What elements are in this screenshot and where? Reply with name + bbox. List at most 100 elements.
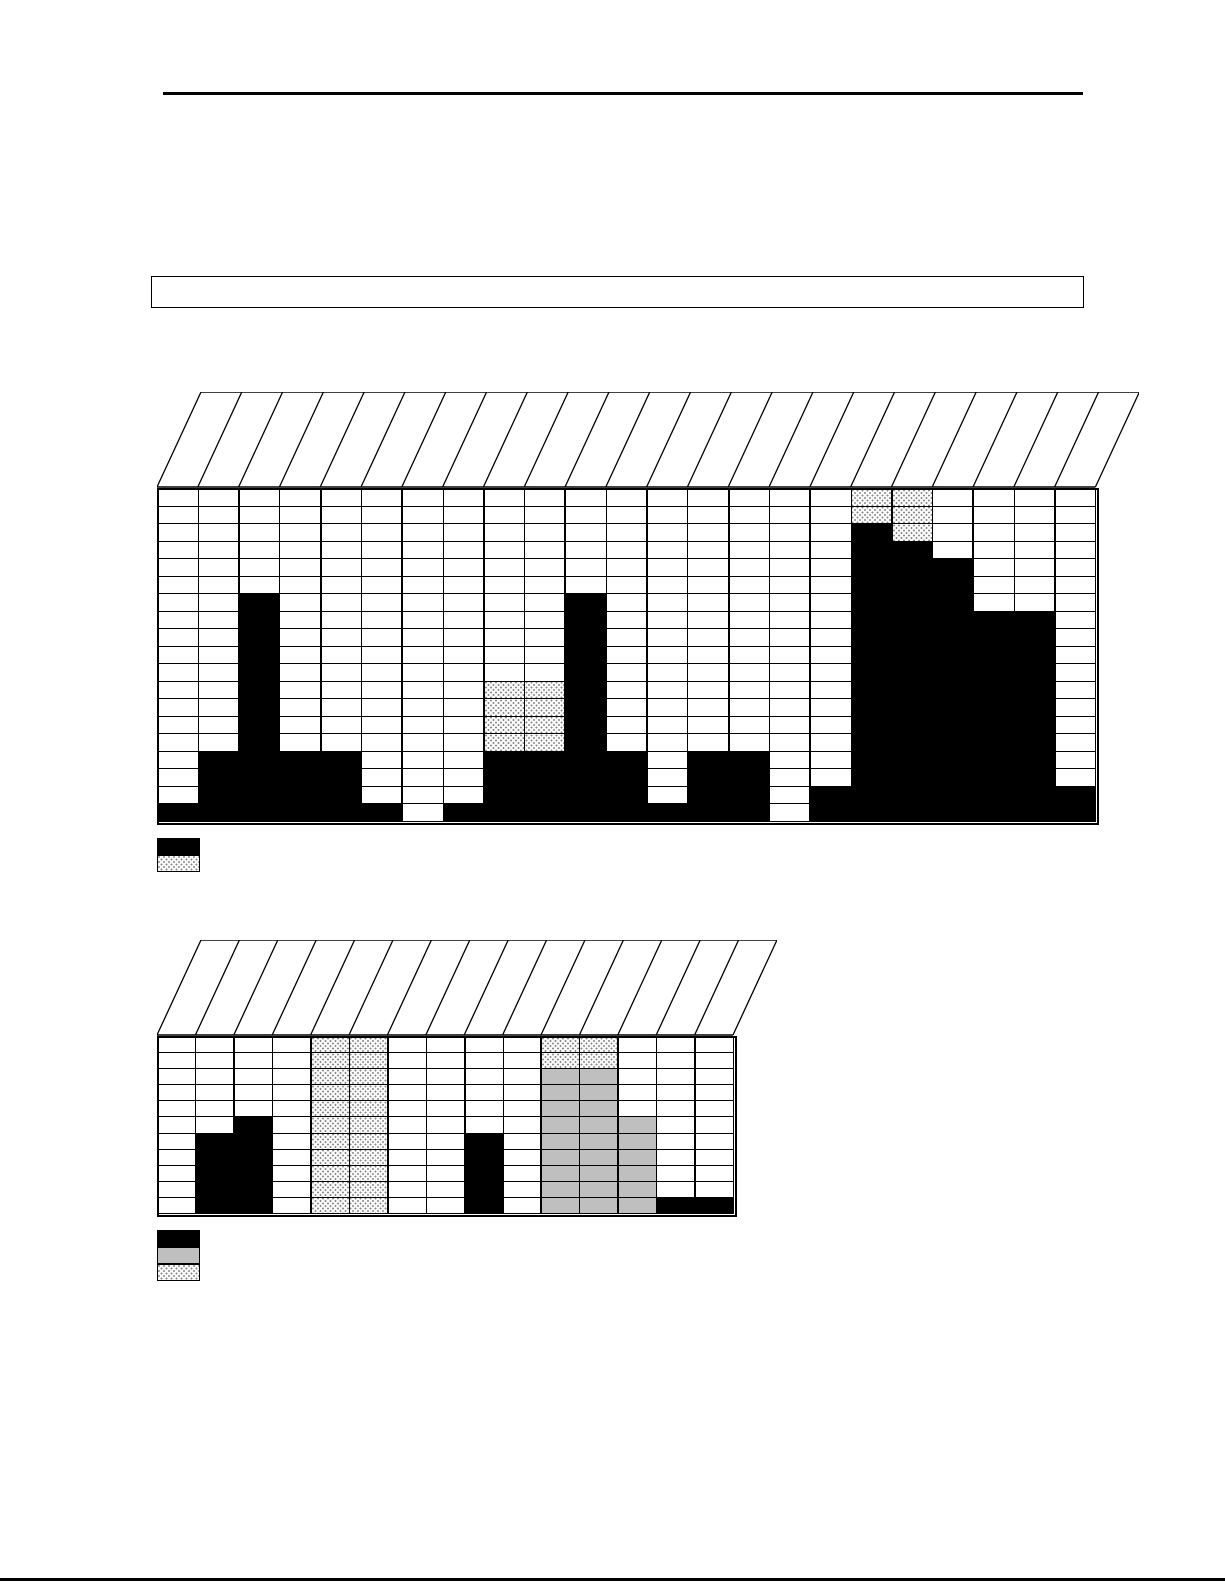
- chart-grid-cell: [1054, 645, 1097, 664]
- chart-grid-cell: [442, 505, 485, 524]
- chart-grid-cell: [197, 803, 241, 822]
- chart-grid-cell: [972, 645, 1015, 664]
- chart-grid-cell: [687, 505, 730, 524]
- legend-item: [157, 1264, 208, 1281]
- chart-grid-cell: [360, 750, 404, 769]
- chart-grid-cell: [605, 558, 649, 577]
- chart-grid-cell: [850, 733, 893, 752]
- chart-grid-cell: [197, 575, 241, 594]
- chart-grid-cell: [694, 1180, 734, 1198]
- chart-grid-cell: [156, 1052, 197, 1070]
- chart-grid-cell: [233, 1116, 274, 1134]
- chart-grid-cell: [464, 1035, 504, 1054]
- chart-grid-cell: [279, 523, 322, 542]
- chart-grid-cell: [646, 523, 689, 542]
- chart-grid-cell: [850, 593, 893, 612]
- chart-grid-cell: [540, 1132, 581, 1150]
- chart-grid-cell: [483, 698, 526, 717]
- chart-grid-cell: [605, 803, 649, 822]
- chart-grid-cell: [387, 1180, 427, 1198]
- chart-grid-cell: [656, 1052, 696, 1070]
- chart-grid-cell: [502, 1180, 543, 1198]
- chart-grid-row: [156, 1180, 734, 1198]
- chart-grid-cell: [197, 610, 241, 629]
- chart-grid-cell: [197, 733, 241, 752]
- chart-grid-cell: [401, 575, 444, 594]
- chart-grid-cell: [238, 768, 281, 787]
- chart-grid-cell: [502, 1084, 543, 1102]
- chart-grid-cell: [687, 558, 730, 577]
- chart-grid-cell: [617, 1035, 658, 1054]
- chart-grid-cell: [157, 645, 199, 664]
- chart-grid-cell: [646, 733, 689, 752]
- chart-grid-cell: [310, 1035, 350, 1054]
- chart-grid-cell: [605, 768, 649, 787]
- chart-grid-cell: [310, 1196, 350, 1215]
- chart-grid-cell: [694, 1164, 734, 1182]
- chart-grid-cell: [360, 593, 404, 612]
- chart-grid-cell: [728, 733, 770, 752]
- chart-grid-cell: [401, 715, 444, 734]
- chart-grid-cell: [442, 663, 485, 682]
- chart-grid-cell: [401, 593, 444, 612]
- chart-grid-cell: [972, 750, 1015, 769]
- chart-grid-cell: [157, 785, 199, 804]
- chart-grid-cell: [1013, 505, 1057, 524]
- chart-grid-cell: [728, 540, 770, 559]
- chart-grid-cell: [809, 540, 852, 559]
- chart-grid-cell: [442, 488, 485, 507]
- chart-grid-cell: [1013, 523, 1057, 542]
- chart-grid-cell: [1054, 803, 1097, 822]
- chart-grid-cell: [502, 1132, 543, 1150]
- chart-grid-cell: [656, 1132, 696, 1150]
- chart-grid-cell: [694, 1132, 734, 1150]
- chart-grid-cell: [850, 715, 893, 734]
- chart-grid-cell: [272, 1035, 313, 1054]
- chart-grid-cell: [1013, 540, 1057, 559]
- chart-grid-cell: [768, 593, 812, 612]
- chart-grid-cell: [809, 593, 852, 612]
- chart-grid-cell: [442, 698, 485, 717]
- chart-grid-cell: [809, 733, 852, 752]
- chart-grid-cell: [524, 558, 567, 577]
- chart-grid-cell: [401, 488, 444, 507]
- chart-grid-cell: [238, 645, 281, 664]
- chart-grid-cell: [540, 1052, 581, 1070]
- chart-grid-cell: [579, 1148, 620, 1166]
- chart-grid-cell: [483, 593, 526, 612]
- chart-grid-row: [156, 1132, 734, 1150]
- chart-grid-cell: [850, 785, 893, 804]
- chart-grid-cell: [579, 1180, 620, 1198]
- chart-grid-cell: [233, 1100, 274, 1118]
- chart-grid-cell: [502, 1035, 543, 1054]
- chart-grid-cell: [464, 1100, 504, 1118]
- chart-grid-cell: [564, 505, 607, 524]
- chart-grid-cell: [932, 803, 975, 822]
- chart-grid-cell: [768, 523, 812, 542]
- chart-grid-cell: [195, 1148, 236, 1166]
- chart-grid-cell: [279, 488, 322, 507]
- chart-grid-cell: [646, 505, 689, 524]
- chart-grid-cell: [524, 575, 567, 594]
- chart-grid-cell: [932, 505, 975, 524]
- legend-item: [157, 838, 208, 855]
- chart-grid-row: [156, 1068, 734, 1086]
- chart-grid-cell: [728, 680, 770, 699]
- chart-grid-cell: [310, 1052, 350, 1070]
- chart-grid-cell: [564, 768, 607, 787]
- chart-grid-cell: [310, 1180, 350, 1198]
- chart-grid-cell: [972, 628, 1015, 647]
- chart-grid-row: [157, 610, 1097, 629]
- chart-grid-row: [157, 558, 1097, 577]
- chart-grid-cell: [891, 558, 934, 577]
- chart-grid-cell: [728, 628, 770, 647]
- chart-grid-cell: [728, 663, 770, 682]
- chart-grid-cell: [646, 610, 689, 629]
- chart-grid-cell: [656, 1196, 696, 1215]
- chart-grid-cell: [605, 785, 649, 804]
- chart-grid-cell: [279, 645, 322, 664]
- chart-grid-cell: [605, 523, 649, 542]
- chart-grid-cell: [768, 628, 812, 647]
- chart-grid-cell: [279, 803, 322, 822]
- chart-grid-cell: [360, 785, 404, 804]
